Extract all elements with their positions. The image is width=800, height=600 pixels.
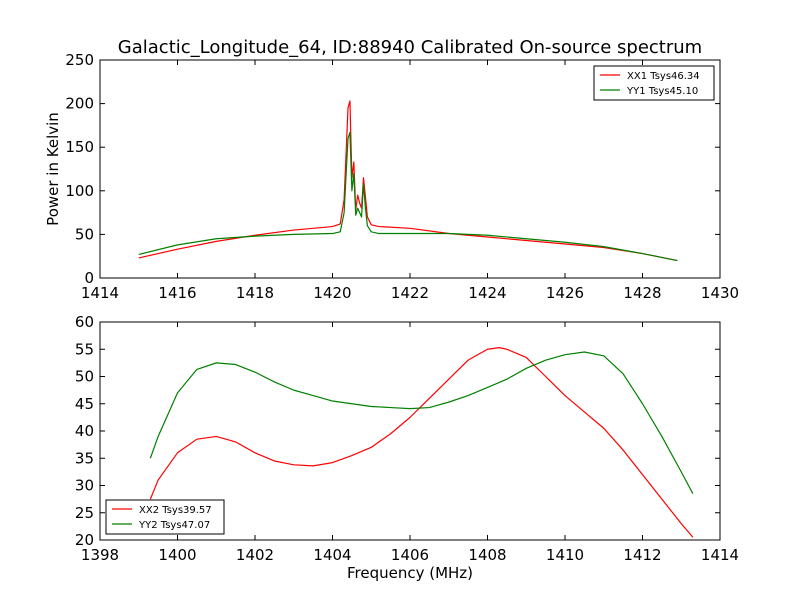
legend-label: XX2 Tsys39.57: [139, 505, 212, 516]
x-tick-label: 1418: [236, 284, 274, 302]
y-tick-label: 50: [75, 368, 94, 386]
x-tick-label: 1414: [81, 284, 119, 302]
legend-label: XX1 Tsys46.34: [627, 71, 700, 82]
x-tick-label: 1420: [313, 284, 351, 302]
series-line-2: [149, 351, 694, 494]
x-tick-label: 1426: [546, 284, 584, 302]
subplot-2: 1398 1400 1402 1404 1406 1408 1410 1412 1414 20 25…: [75, 313, 739, 582]
legend: XX1 Tsys46.34 YY1 Tsys45.10: [593, 65, 715, 101]
y-tick-label: 20: [75, 531, 94, 549]
y-tick-label: 150: [65, 138, 94, 156]
x-tick-label: 1408: [468, 546, 506, 564]
series-line-1: [149, 347, 694, 538]
series-line-2: [138, 131, 678, 262]
legend-box: [593, 65, 715, 101]
y-tick-label: 100: [65, 182, 94, 200]
y-tick-label: 40: [75, 422, 94, 440]
y-tick-label: 0: [84, 269, 94, 287]
x-tick-label: 1398: [81, 546, 119, 564]
x-tick-label: 1402: [236, 546, 274, 564]
x-tick-label: 1400: [158, 546, 196, 564]
y-tick-label: 25: [75, 504, 94, 522]
figure-title: Galactic_Longitude_64, ID:88940 Calibrat…: [118, 37, 702, 58]
x-tick-label: 1412: [623, 546, 661, 564]
y-tick-label: 35: [75, 449, 94, 467]
x-tick-label: 1416: [158, 284, 196, 302]
x-tick-label: 1428: [623, 284, 661, 302]
y-tick-label: 50: [75, 225, 94, 243]
x-tick-label: 1424: [468, 284, 506, 302]
legend-box: [105, 499, 225, 535]
legend: XX2 Tsys39.57 YY2 Tsys47.07: [105, 499, 225, 535]
y-tick-label: 45: [75, 395, 94, 413]
y-tick-label: 30: [75, 477, 94, 495]
x-tick-label: 1430: [701, 284, 739, 302]
series-line-1: [138, 100, 678, 262]
plots-group: 1414 1416 1418 1420 1422 1424 1426 1428 14300501…: [44, 51, 739, 582]
legend-label: YY1 Tsys45.10: [626, 86, 698, 97]
x-tick-label: 1422: [391, 284, 429, 302]
legend-label: YY2 Tsys47.07: [138, 520, 210, 531]
x-tick-label: 1404: [313, 546, 351, 564]
x-tick-label: 1414: [701, 546, 739, 564]
y-tick-label: 200: [65, 95, 94, 113]
x-tick-label: 1410: [546, 546, 584, 564]
x-axis-label: Frequency (MHz): [347, 564, 473, 582]
y-tick-label: 55: [75, 340, 94, 358]
y-tick-label: 250: [65, 51, 94, 69]
y-axis-label: Power in Kelvin: [44, 112, 62, 226]
y-tick-label: 60: [75, 313, 94, 331]
x-tick-label: 1406: [391, 546, 429, 564]
subplot-1: 1414 1416 1418 1420 1422 1424 1426 1428 1430 0 50 1…: [44, 51, 739, 302]
